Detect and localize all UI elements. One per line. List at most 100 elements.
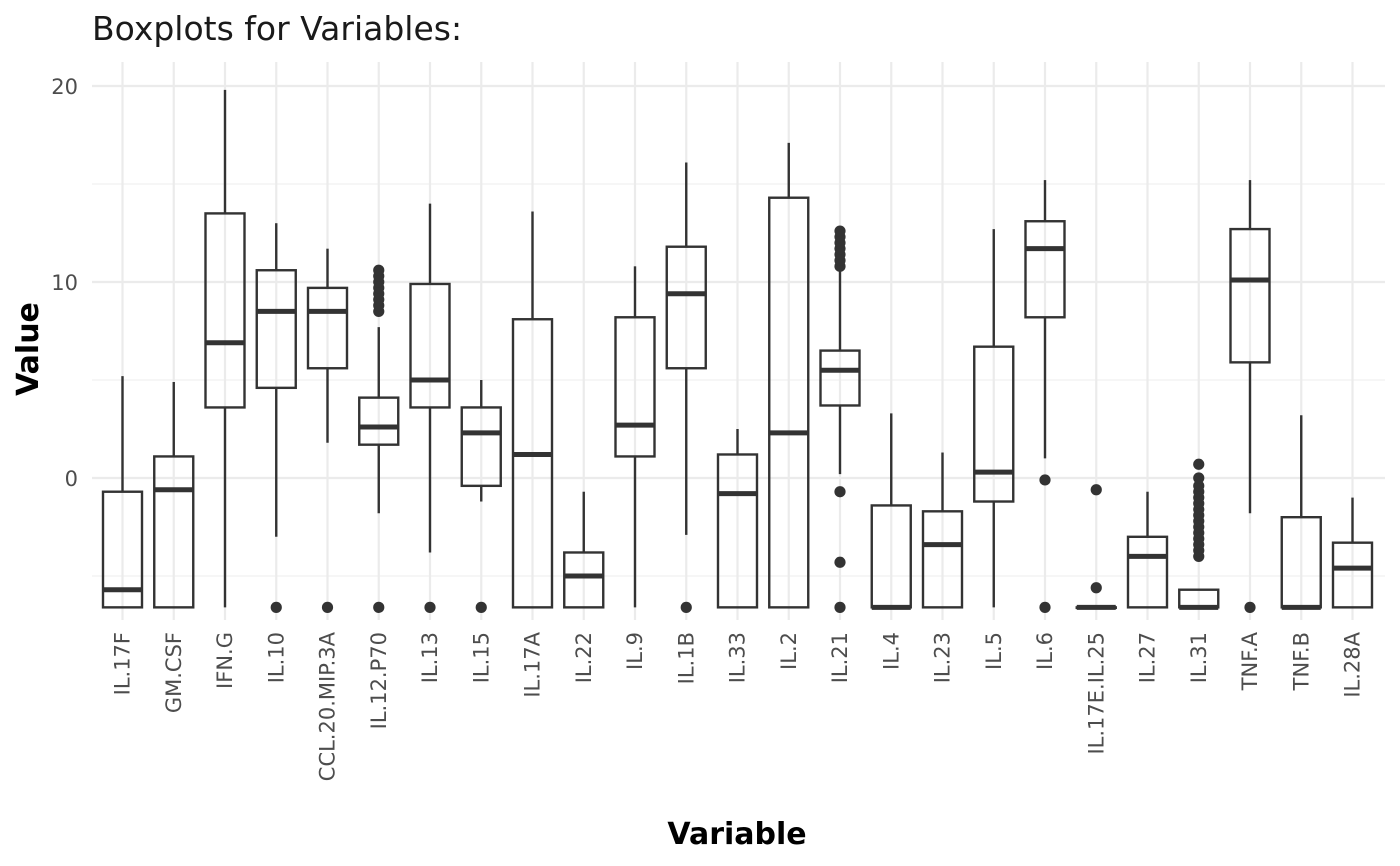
box-body (153, 455, 195, 609)
box-group (204, 89, 246, 608)
box-group (768, 142, 810, 609)
box-body (973, 345, 1015, 503)
x-tick-label: IFN.G (213, 632, 237, 689)
outlier-point (1193, 472, 1205, 484)
x-tick-label: IL.17E.IL.25 (1084, 632, 1108, 755)
box-body (563, 551, 605, 609)
box-body (101, 490, 144, 609)
box-group (1126, 491, 1169, 609)
y-tick-label: 10 (51, 271, 78, 295)
x-tick-label: IL.33 (726, 632, 750, 683)
outlier-point (1039, 601, 1051, 613)
x-tick-label: TNF.A (1238, 631, 1262, 691)
box-group (409, 203, 451, 613)
box-group (973, 229, 1015, 608)
box-group (153, 381, 195, 609)
box-group (716, 429, 759, 609)
y-axis-ticks: 0 10 20 (51, 75, 78, 491)
box-body (1331, 541, 1374, 609)
outlier-point (834, 556, 846, 568)
box-body (460, 406, 502, 488)
outlier-point (424, 601, 436, 613)
box-group (255, 223, 297, 613)
outlier-point (680, 601, 692, 613)
outlier-point (834, 601, 846, 613)
box-body (1024, 220, 1066, 319)
x-tick-label: IL.5 (982, 632, 1006, 670)
box-body (665, 245, 707, 370)
box-body (511, 318, 554, 609)
plot-grid (92, 62, 1385, 620)
x-tick-label: IL.27 (1136, 632, 1160, 683)
x-tick-label: GM.CSF (162, 632, 186, 713)
outlier-point (834, 486, 846, 498)
box-group (614, 266, 656, 608)
outlier-point (1193, 480, 1205, 492)
box-group (819, 225, 861, 613)
box-group (1075, 484, 1117, 610)
outlier-point (321, 601, 334, 613)
boxplot-series (101, 89, 1374, 613)
outlier-point (475, 601, 487, 613)
outlier-point (1039, 474, 1051, 486)
box-group (665, 162, 707, 613)
box-body (1229, 227, 1271, 364)
x-tick-label: IL.13 (418, 632, 442, 683)
box-body (409, 282, 451, 409)
x-tick-label: IL.12.P70 (367, 632, 391, 729)
x-tick-label: IL.2 (777, 632, 801, 670)
x-tick-label: IL.4 (879, 632, 903, 670)
box-body (358, 396, 400, 446)
box-body (716, 453, 759, 609)
x-tick-label: IL.10 (264, 632, 288, 683)
x-tick-label: IL.21 (828, 632, 852, 683)
box-group (563, 491, 605, 609)
x-tick-label: TNF.B (1289, 632, 1313, 691)
x-tick-label: IL.17A (521, 631, 545, 697)
box-group (1331, 497, 1374, 609)
x-tick-label: CCL.20.MIP.3A (316, 631, 340, 781)
outlier-point (1090, 484, 1102, 496)
x-tick-label: IL.17F (111, 632, 135, 695)
y-tick-label: 0 (65, 467, 78, 491)
box-body (768, 196, 810, 609)
outlier-point (1244, 601, 1256, 613)
outlier-point (834, 225, 846, 237)
box-body (1126, 535, 1169, 609)
box-group (511, 211, 554, 609)
box-body (255, 269, 297, 390)
x-tick-label: IL.9 (623, 632, 647, 670)
box-group (460, 380, 502, 613)
x-axis-ticks: IL.17F GM.CSF IFN.G IL.10 CCL.20.MIP.3A IL.12… (111, 631, 1365, 781)
box-group (921, 452, 964, 609)
x-axis-title: Variable (667, 817, 806, 852)
y-axis-title: Value (11, 302, 46, 396)
box-group (358, 264, 400, 613)
box-group (1178, 458, 1220, 610)
x-tick-label: IL.22 (572, 632, 596, 683)
box-body (204, 212, 246, 409)
x-tick-label: IL.1B (674, 632, 698, 684)
box-group (1229, 180, 1271, 613)
outlier-point (1090, 582, 1102, 594)
outlier-point (373, 264, 385, 276)
box-group (1280, 415, 1322, 610)
outlier-point (373, 601, 385, 613)
outlier-point (270, 601, 282, 613)
y-tick-label: 20 (51, 75, 78, 99)
chart-title: Boxplots for Variables: (92, 9, 462, 48)
box-group (870, 413, 912, 610)
box-group (101, 376, 144, 609)
box-group (1024, 180, 1066, 613)
box-body (819, 349, 861, 407)
x-tick-label: IL.23 (931, 632, 955, 683)
box-body (921, 510, 964, 609)
outlier-point (1193, 458, 1205, 470)
box-body (614, 316, 656, 458)
box-group (306, 248, 349, 613)
x-tick-label: IL.28A (1341, 631, 1365, 697)
box-body (306, 286, 349, 370)
x-tick-label: IL.6 (1033, 632, 1057, 670)
x-tick-label: IL.15 (469, 632, 493, 683)
